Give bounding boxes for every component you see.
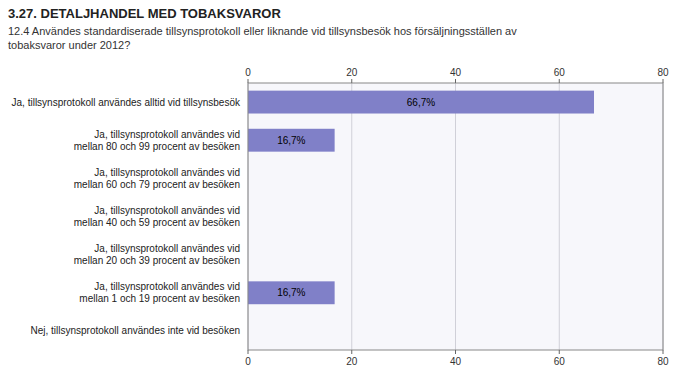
tick-mark bbox=[559, 350, 560, 354]
chart: 3.27. DETALJHANDEL MED TOBAKSVAROR 12.4 A… bbox=[0, 0, 681, 374]
bar bbox=[248, 129, 335, 152]
tick-label: 20 bbox=[346, 67, 358, 78]
category-label: Ja, tillsynsprotokoll användes vidmellan… bbox=[74, 205, 240, 228]
value-labels: 66,7% 16,7% 16,7% bbox=[277, 97, 435, 299]
title: 3.27. DETALJHANDEL MED TOBAKSVAROR bbox=[8, 6, 281, 21]
tick-label: 40 bbox=[450, 356, 462, 367]
category-label: Ja, tillsynsprotokoll användes vidmellan… bbox=[74, 129, 240, 152]
tick-mark bbox=[248, 350, 249, 354]
category-labels: Ja, tillsynsprotokoll användes alltid vi… bbox=[12, 97, 241, 337]
category-label: Ja, tillsynsprotokoll användes vidmellan… bbox=[74, 243, 240, 266]
chart-container: 3.27. DETALJHANDEL MED TOBAKSVAROR 12.4 A… bbox=[0, 0, 681, 374]
value-label: 16,7% bbox=[277, 135, 305, 146]
value-label: 16,7% bbox=[277, 287, 305, 298]
category-label: Ja, tillsynsprotokoll användes alltid vi… bbox=[12, 97, 241, 108]
category-label: Ja, tillsynsprotokoll användes vidmellan… bbox=[74, 167, 240, 190]
background bbox=[0, 0, 681, 374]
tick-label: 80 bbox=[657, 67, 669, 78]
plot-frame bbox=[248, 83, 663, 350]
tick-mark bbox=[455, 350, 456, 354]
tick-mark bbox=[663, 350, 664, 354]
category-label: Ja, tillsynsprotokoll användes vidmellan… bbox=[79, 281, 240, 304]
tick-label: 20 bbox=[346, 356, 358, 367]
tick-label: 60 bbox=[554, 67, 566, 78]
grid-line bbox=[559, 83, 560, 350]
tick-mark bbox=[455, 79, 456, 83]
tick-mark bbox=[248, 79, 249, 83]
grid-line bbox=[455, 83, 456, 350]
bars bbox=[248, 91, 594, 305]
bar bbox=[248, 91, 594, 114]
tick-mark bbox=[351, 79, 352, 83]
plot-area bbox=[248, 83, 663, 350]
bar bbox=[248, 281, 335, 304]
x-axis: 0 0 20 20 40 40 60 60 80 80 bbox=[245, 67, 669, 367]
value-label: 66,7% bbox=[407, 97, 435, 108]
grid bbox=[248, 83, 663, 350]
tick-label: 0 bbox=[245, 67, 251, 78]
category-label: Nej, tillsynsprotokoll användes inte vid… bbox=[30, 325, 240, 336]
tick-mark bbox=[559, 79, 560, 83]
tick-label: 0 bbox=[245, 356, 251, 367]
tick-mark bbox=[351, 350, 352, 354]
tick-label: 80 bbox=[657, 356, 669, 367]
grid-line bbox=[351, 83, 352, 350]
tick-label: 40 bbox=[450, 67, 462, 78]
tick-label: 60 bbox=[554, 356, 566, 367]
subtitle: 12.4 Användes standardiserade tillsynspr… bbox=[8, 25, 517, 51]
tick-mark bbox=[663, 79, 664, 83]
